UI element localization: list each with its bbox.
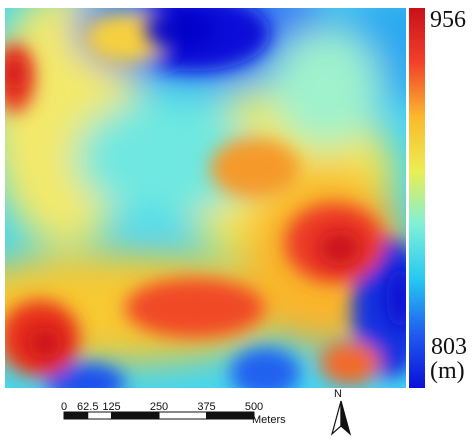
scale-tick-label: 500 — [244, 401, 264, 413]
scale-units-label: Meters — [252, 414, 286, 426]
terrain-peak — [27, 327, 63, 359]
scale-segment — [87, 411, 112, 420]
scale-segment — [158, 411, 207, 420]
terrain-ridge — [85, 13, 165, 63]
elevation-map — [5, 8, 406, 388]
colorbar-max-label: 956 — [430, 7, 466, 33]
scale-segment — [63, 411, 89, 420]
colorbar-gradient — [409, 8, 425, 388]
elevation-raster — [5, 8, 406, 388]
terrain-ridge — [320, 341, 380, 385]
scale-segment — [206, 411, 255, 420]
scale-tick-label: 0 — [60, 401, 68, 413]
terrain-ridge — [125, 278, 265, 338]
terrain-pit — [145, 10, 215, 50]
terrain-midland — [75, 98, 255, 218]
scale-segment — [111, 411, 160, 420]
scale-bar — [58, 398, 328, 428]
terrain-basin — [230, 348, 300, 388]
elevation-colorbar — [409, 8, 425, 388]
terrain-basin — [45, 363, 125, 388]
scale-tick-label: 125 — [102, 401, 121, 413]
colorbar-min-label: 803 — [431, 334, 467, 360]
terrain-peak — [318, 230, 362, 266]
scale-tick-label: 375 — [197, 401, 216, 413]
terrain-midland — [270, 28, 380, 148]
north-arrow-icon — [328, 388, 354, 436]
north-label: N — [334, 388, 342, 400]
scale-tick-label: 250 — [149, 401, 169, 413]
colorbar-unit-label: (m) — [430, 358, 465, 384]
terrain-peak — [5, 57, 23, 89]
terrain-ridge — [210, 138, 300, 198]
scale-tick-label: 62.5 — [77, 401, 99, 413]
terrain-pit — [386, 268, 406, 328]
